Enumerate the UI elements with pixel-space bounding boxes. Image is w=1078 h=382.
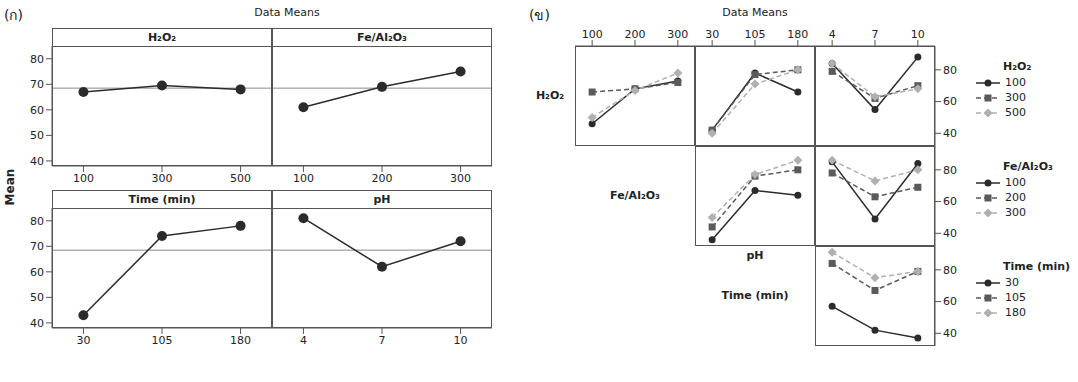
svg-text:10: 10 (911, 28, 925, 41)
svg-text:500: 500 (230, 172, 251, 185)
html-text:Data Means: Data Means (722, 6, 788, 19)
html-text:180: 180 (1005, 306, 1026, 319)
html-text:pH: pH (746, 249, 764, 262)
html-text:200: 200 (1005, 191, 1026, 204)
svg-text:40: 40 (30, 155, 44, 168)
html-text:Fe/Al₂O₃: Fe/Al₂O₃ (1003, 160, 1053, 173)
html-text:H₂O₂: H₂O₂ (1003, 60, 1032, 73)
svg-text:30: 30 (76, 334, 90, 347)
svg-text:200: 200 (625, 28, 646, 41)
svg-text:100: 100 (582, 28, 603, 41)
svg-text:80: 80 (30, 53, 44, 66)
svg-text:200: 200 (372, 172, 393, 185)
svg-text:80: 80 (943, 164, 957, 177)
svg-text:60: 60 (943, 295, 957, 308)
svg-text:300: 300 (450, 172, 471, 185)
html-text:Time (min): Time (min) (721, 289, 789, 302)
svg-text:7: 7 (379, 334, 386, 347)
html-text:100: 100 (1005, 176, 1026, 189)
svg-text:180: 180 (787, 28, 808, 41)
svg-text:80: 80 (943, 64, 957, 77)
html-text:(ก): (ก) (4, 7, 23, 23)
html-text:Mean: Mean (3, 168, 17, 206)
html-text:H₂O₂: H₂O₂ (535, 89, 565, 102)
html-text:Fe/Al₂O₃: Fe/Al₂O₃ (357, 31, 407, 44)
html-text:Fe/Al₂O₃: Fe/Al₂O₃ (610, 189, 660, 202)
svg-text:70: 70 (30, 240, 44, 253)
html-text:Data Means: Data Means (254, 6, 320, 19)
svg-text:40: 40 (30, 317, 44, 330)
svg-text:50: 50 (30, 291, 44, 304)
svg-text:7: 7 (872, 28, 879, 41)
svg-text:80: 80 (943, 264, 957, 277)
html-text:300: 300 (1005, 206, 1026, 219)
svg-text:80: 80 (30, 215, 44, 228)
svg-text:105: 105 (745, 28, 766, 41)
html-text:Time (min): Time (min) (128, 193, 196, 206)
svg-text:40: 40 (943, 127, 957, 140)
svg-text:30: 30 (705, 28, 719, 41)
svg-text:100: 100 (73, 172, 94, 185)
svg-text:60: 60 (943, 195, 957, 208)
html-text:(ข): (ข) (529, 7, 550, 23)
svg-text:40: 40 (943, 327, 957, 340)
svg-text:105: 105 (152, 334, 173, 347)
svg-text:50: 50 (30, 129, 44, 142)
svg-text:300: 300 (152, 172, 173, 185)
html-text:100: 100 (1005, 76, 1026, 89)
html-text:30: 30 (1005, 276, 1019, 289)
svg-text:60: 60 (30, 266, 44, 279)
svg-text:4: 4 (829, 28, 836, 41)
svg-text:4: 4 (300, 334, 307, 347)
html-text:H₂O₂: H₂O₂ (147, 31, 177, 44)
html-text:300: 300 (1005, 91, 1026, 104)
svg-text:70: 70 (30, 78, 44, 91)
html-text:pH: pH (373, 193, 391, 206)
svg-text:180: 180 (230, 334, 251, 347)
svg-text:10: 10 (454, 334, 468, 347)
html-text:500: 500 (1005, 106, 1026, 119)
svg-text:60: 60 (943, 95, 957, 108)
html-text:Time (min): Time (min) (1003, 260, 1071, 273)
svg-text:300: 300 (667, 28, 688, 41)
svg-text:60: 60 (30, 104, 44, 117)
svg-text:40: 40 (943, 227, 957, 240)
svg-text:100: 100 (293, 172, 314, 185)
html-text:105: 105 (1005, 291, 1026, 304)
